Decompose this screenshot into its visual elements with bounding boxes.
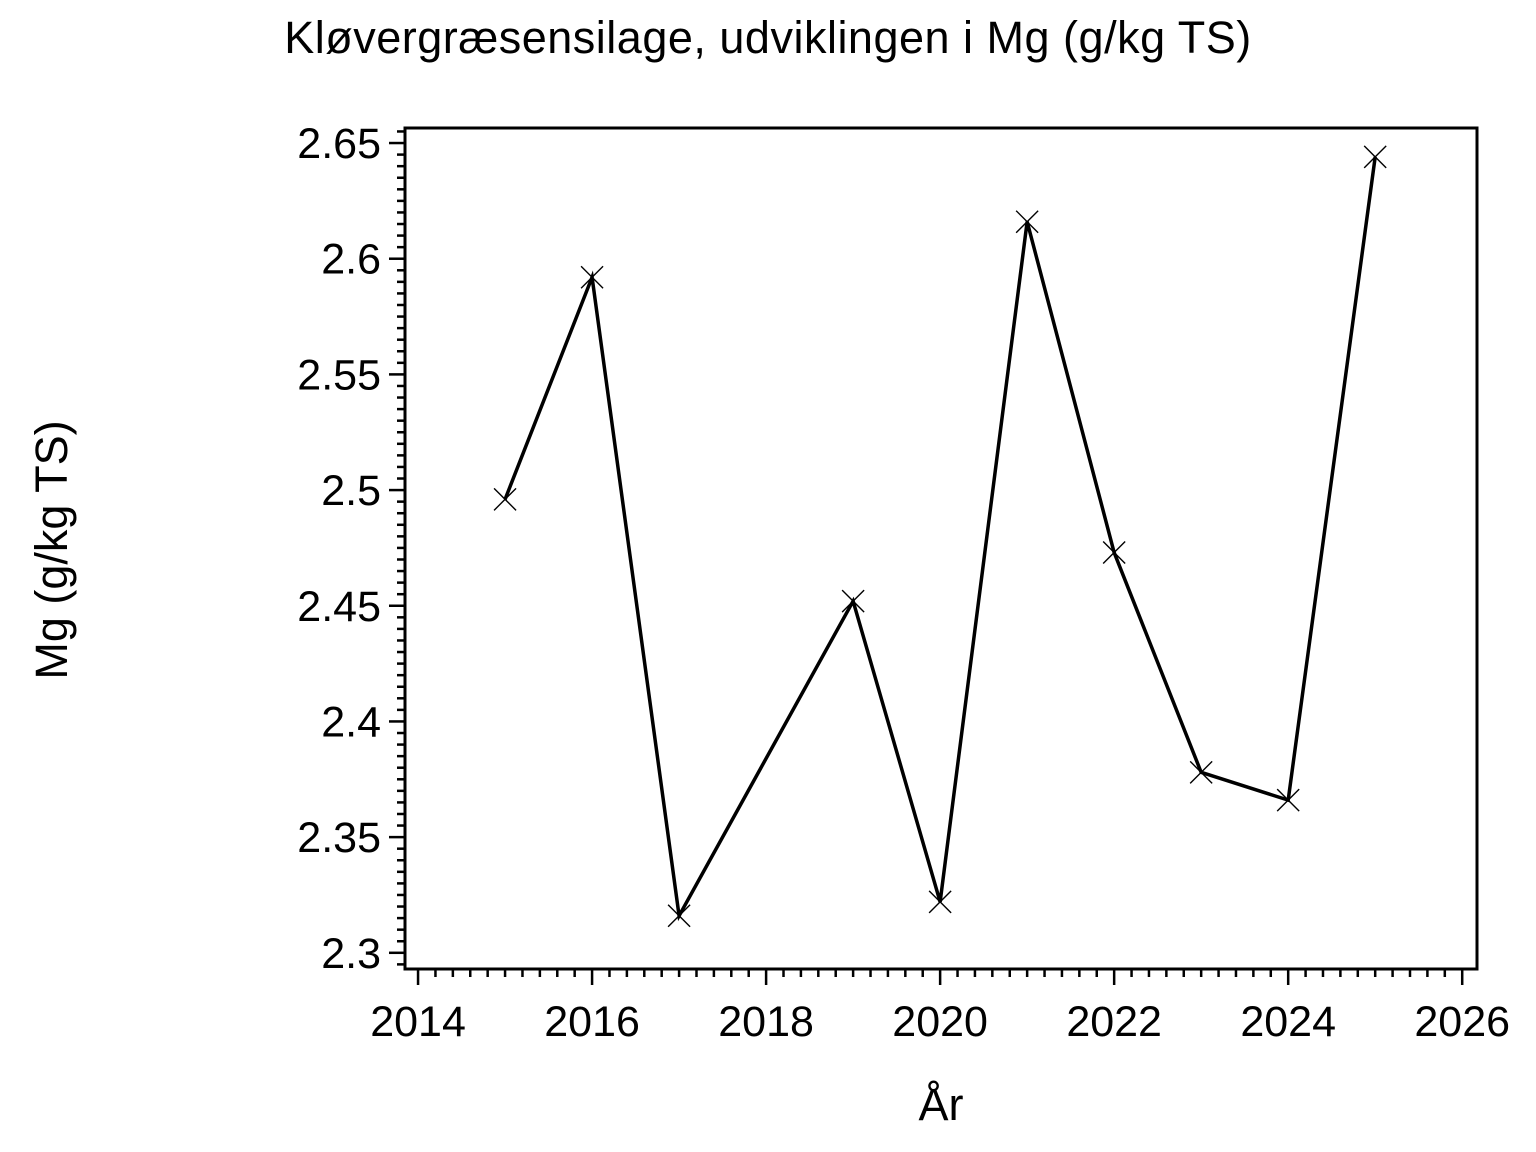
y-tick-label: 2.45: [297, 583, 381, 631]
x-tick-label: 2020: [892, 998, 988, 1046]
plot-border: [403, 126, 1479, 971]
data-point-marker: [667, 904, 691, 928]
y-tick-label: 2.6: [321, 236, 381, 284]
data-point-marker: [928, 890, 952, 914]
x-axis-title: År: [918, 1079, 964, 1130]
y-axis-major-ticks: [389, 141, 405, 955]
x-axis-major-ticks: [416, 969, 1464, 985]
data-point-marker: [493, 487, 517, 511]
y-tick-label: 2.55: [297, 351, 381, 399]
x-tick-label: 2014: [370, 998, 466, 1046]
y-axis-tick-labels: 2.3 2.35 2.4 2.45 2.5 2.55 2.6 2.65: [297, 120, 381, 978]
y-axis-minor-ticks: [397, 130, 405, 966]
data-point-marker: [1363, 145, 1387, 169]
data-point-marker: [1276, 788, 1300, 812]
x-tick-label: 2026: [1414, 998, 1510, 1046]
data-point-marker: [1102, 541, 1126, 565]
data-point-markers: [493, 145, 1387, 928]
x-tick-label: 2018: [718, 998, 814, 1046]
y-tick-label: 2.65: [297, 120, 381, 168]
data-line: [503, 156, 1377, 922]
y-tick-label: 2.5: [321, 467, 381, 515]
y-tick-label: 2.3: [321, 930, 381, 978]
data-point-marker: [1015, 210, 1039, 234]
x-tick-label: 2022: [1066, 998, 1162, 1046]
data-point-marker: [580, 265, 604, 289]
y-tick-label: 2.4: [321, 698, 381, 746]
x-tick-label: 2016: [544, 998, 640, 1046]
y-tick-label: 2.35: [297, 814, 381, 862]
x-tick-label: 2024: [1240, 998, 1336, 1046]
x-axis-minor-ticks: [434, 969, 1447, 977]
chart-title: Kløvergræsensilage, udviklingen i Mg (g/…: [284, 12, 1252, 63]
data-point-marker: [841, 589, 865, 613]
data-point-marker: [1189, 760, 1213, 784]
x-axis-tick-labels: 2014 2016 2018 2020 2022 2024 2026: [370, 998, 1510, 1046]
